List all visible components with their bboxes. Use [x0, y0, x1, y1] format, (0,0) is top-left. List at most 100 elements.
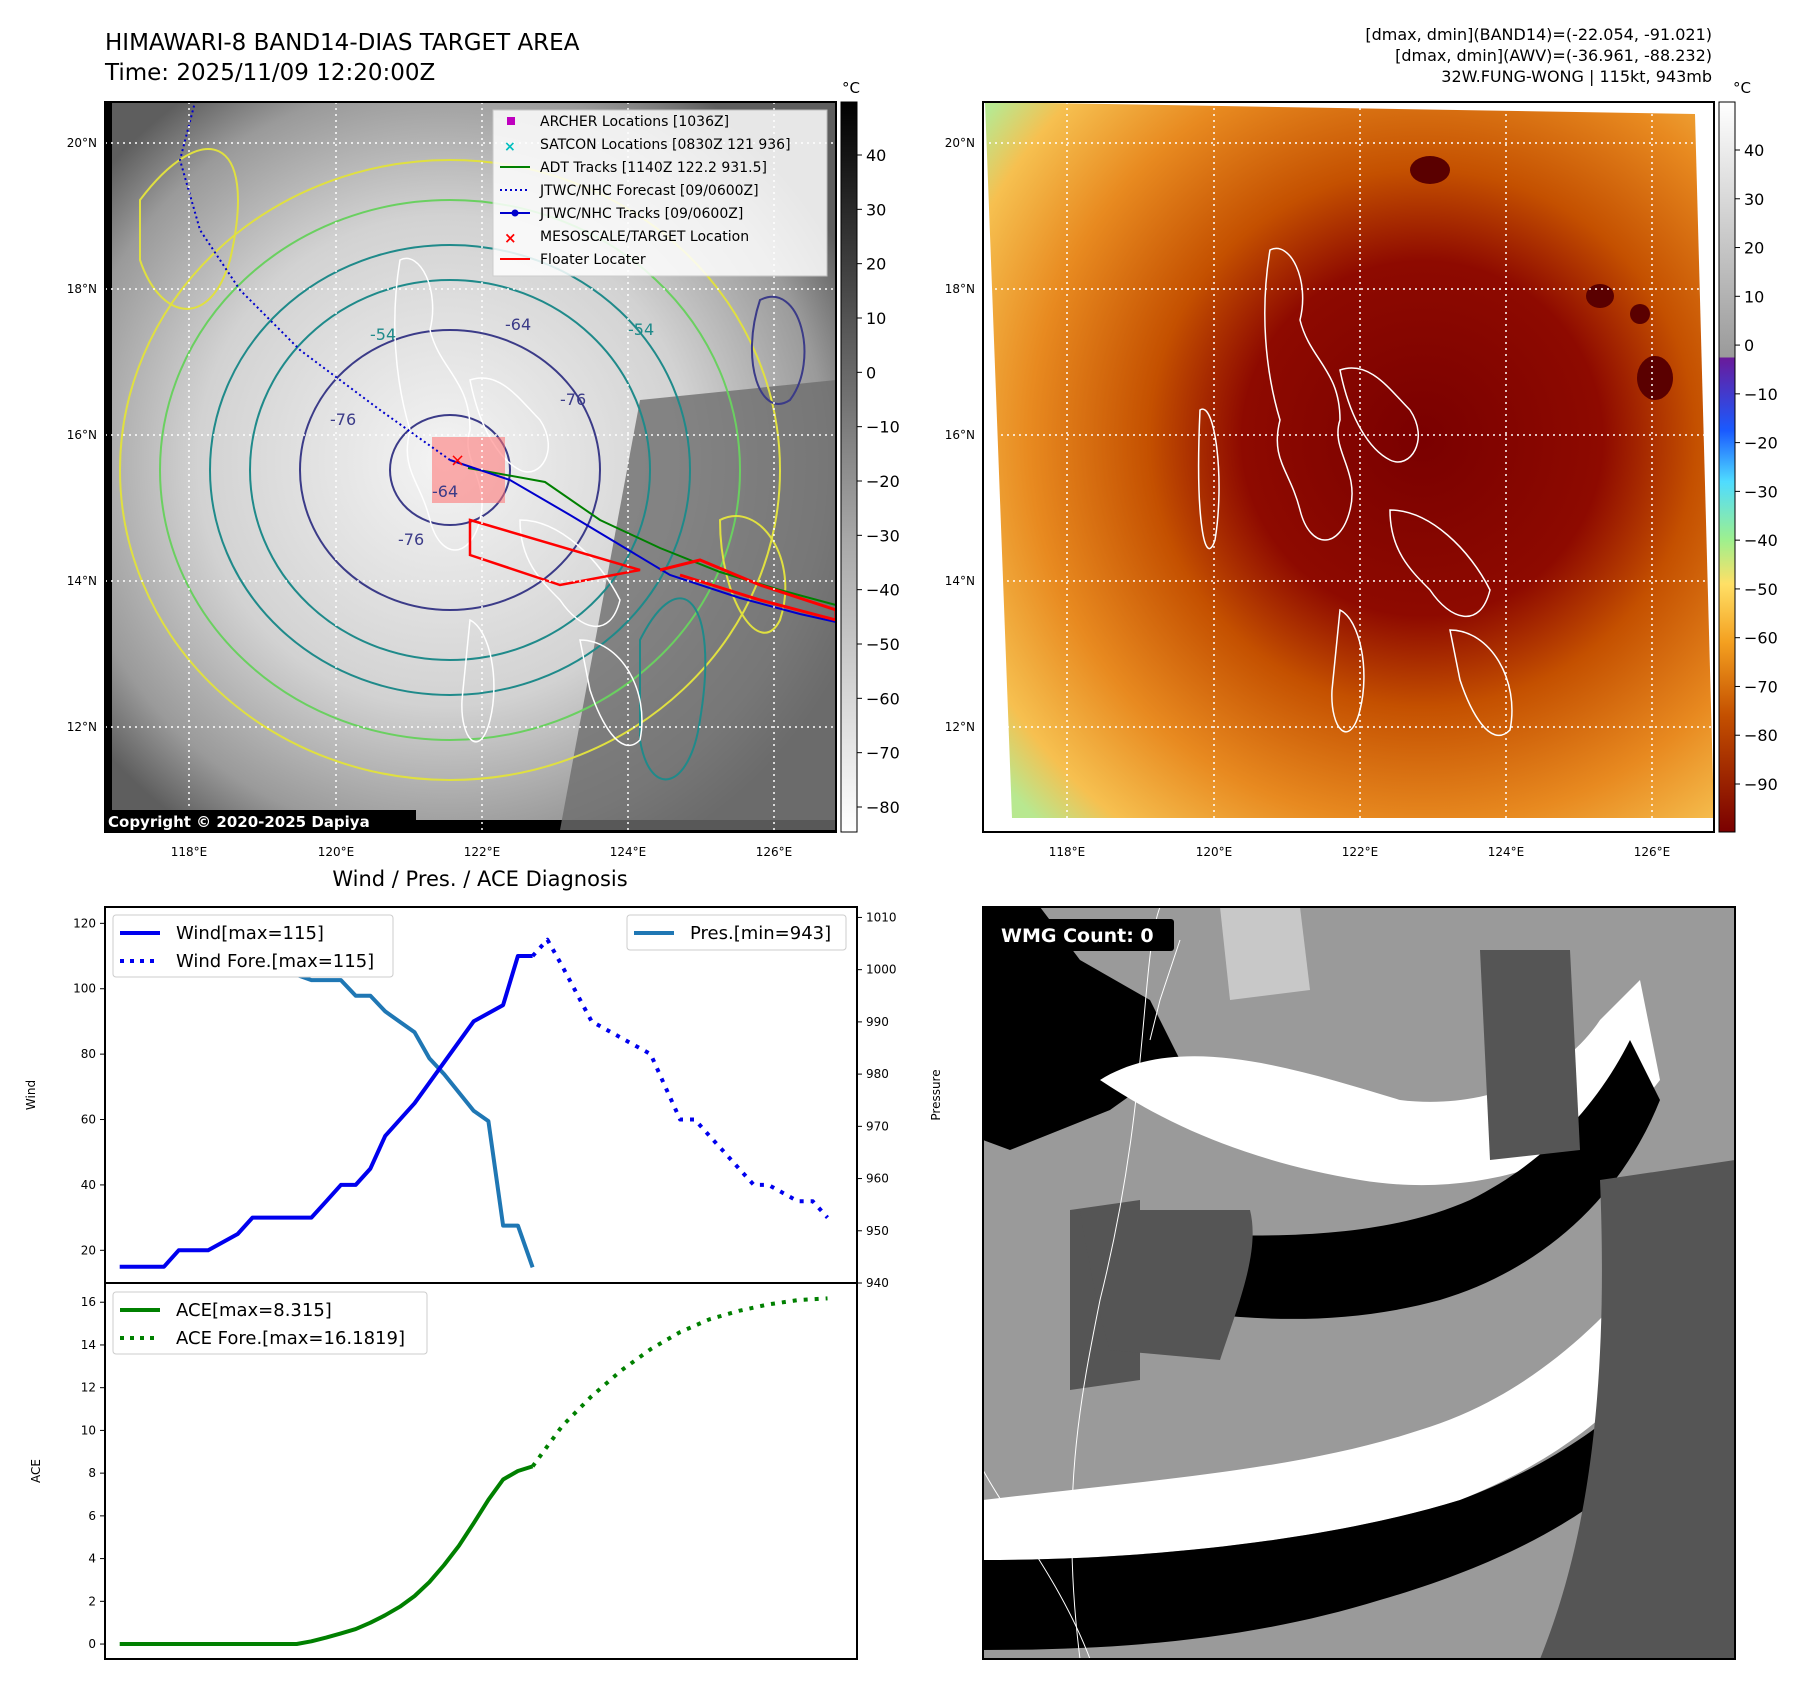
y2-tick-label: 980 — [866, 1067, 889, 1081]
lon-label: 124°E — [610, 845, 647, 859]
lat-label: 12°N — [67, 720, 97, 734]
y2-tick-label: 990 — [866, 1015, 889, 1029]
legend-jtwc-forecast: JTWC/NHC Forecast [09/0600Z] — [539, 183, 759, 199]
y-tick-label: 14 — [81, 1338, 96, 1352]
lon-label: 118°E — [1049, 845, 1086, 859]
colorbar-color: °C 40 30 20 10 0 −10 −20 −30 −40 −50 −60 −70 −80 −90 — [1718, 79, 1778, 833]
legend-wind-forecast: Wind Fore.[max=115] — [176, 951, 374, 972]
figure-title: HIMAWARI-8 BAND14-DIAS TARGET AREA — [105, 30, 580, 56]
colorbar-tick-label: −80 — [1744, 726, 1778, 745]
colorbar-tick-label: −50 — [866, 635, 900, 654]
y-tick-label: 4 — [88, 1552, 96, 1566]
pressure-axis-label: Pressure — [929, 1069, 943, 1120]
y-tick-label: 12 — [81, 1381, 96, 1395]
jtwc-forecast — [178, 102, 451, 461]
lat-label: 12°N — [945, 720, 975, 734]
map-legend: ARCHER Locations [1036Z] × SATCON Locati… — [492, 109, 828, 277]
colorbar-tick-label: 40 — [1744, 141, 1764, 160]
wmg-panel: WMG Count: 0 — [982, 906, 1736, 1660]
colorbar-tick-label: 30 — [866, 200, 886, 219]
ace-axis-label: ACE — [29, 1459, 43, 1483]
colorbar-gray: °C 40 30 20 10 0 −10 −20 −30 −40 −50 −60 −70 −80 — [840, 79, 900, 833]
contour-label: -54 — [628, 320, 654, 339]
colorbar-tick-label: −50 — [1744, 580, 1778, 599]
legend-ace-forecast: ACE Fore.[max=16.1819] — [176, 1328, 405, 1349]
colorbar-tick-label: −90 — [1744, 775, 1778, 794]
y-tick-label: 16 — [81, 1295, 96, 1309]
colorbar-tick-label: −60 — [866, 689, 900, 708]
lat-label: 16°N — [67, 428, 97, 442]
contour-label: -76 — [560, 390, 586, 409]
lon-label: 124°E — [1488, 845, 1525, 859]
colorbar-tick-label: −30 — [866, 526, 900, 545]
contour-label: -64 — [505, 315, 531, 334]
target-marker: × — [450, 450, 465, 471]
legend-marker: × — [504, 139, 516, 155]
lon-label: 126°E — [756, 845, 793, 859]
target-area-box — [432, 437, 505, 503]
lon-label: 122°E — [464, 845, 501, 859]
colorbar-tick-label: −40 — [866, 581, 900, 600]
ace-series-line — [119, 1464, 534, 1646]
colorbar-tick-label: −10 — [1744, 385, 1778, 404]
wind-panel: 20 40 60 80 100 120 940 950 960 970 980 990 1000 101… — [24, 906, 943, 1290]
lat-label: 20°N — [67, 136, 97, 150]
lon-label: 126°E — [1634, 845, 1671, 859]
y-tick-label: 100 — [73, 982, 96, 996]
ir-color-image — [985, 102, 1714, 818]
figure-time: Time: 2025/11/09 12:20:00Z — [104, 60, 435, 86]
info-band14: [dmax, dmin](BAND14)=(-22.054, -91.021) — [1365, 25, 1712, 44]
legend-jtwc-tracks: JTWC/NHC Tracks [09/0600Z] — [539, 206, 743, 222]
lat-label: 14°N — [67, 574, 97, 588]
y-tick-label: 8 — [88, 1466, 96, 1480]
colorbar-tick-label: −10 — [866, 418, 900, 437]
ir-color-map — [982, 101, 1715, 833]
legend-wind: Wind[max=115] — [176, 923, 324, 944]
colorbar-tick-label: −80 — [866, 798, 900, 817]
ace-forecast-series-line — [530, 1296, 828, 1468]
y-tick-label: 120 — [73, 916, 96, 930]
y2-tick-label: 1000 — [866, 963, 897, 977]
colorbar-tick-label: −70 — [866, 744, 900, 763]
y2-tick-label: 960 — [866, 1172, 889, 1186]
jtwc-track — [449, 459, 836, 623]
lon-label: 120°E — [1196, 845, 1233, 859]
lat-label: 20°N — [945, 136, 975, 150]
y-tick-label: 40 — [81, 1178, 96, 1192]
wind-series-line — [119, 954, 533, 1269]
wmg-label-box — [991, 919, 1174, 951]
colorbar-tick-label: −40 — [1744, 531, 1778, 550]
colorbar-tick-label: −70 — [1744, 677, 1778, 696]
wind-legend: Wind[max=115] Wind Fore.[max=115] Pres.[… — [112, 914, 847, 978]
contour-label: -76 — [398, 530, 424, 549]
y2-tick-label: 940 — [866, 1276, 889, 1290]
colorbar-unit: °C — [1733, 79, 1751, 97]
legend-ace: ACE[max=8.315] — [176, 1300, 332, 1321]
lat-label: 18°N — [67, 282, 97, 296]
colorbar-tick-label: 40 — [866, 146, 886, 165]
diagnosis-title: Wind / Pres. / ACE Diagnosis — [332, 867, 627, 891]
colorbar-tick-label: −20 — [1744, 434, 1778, 453]
y-tick-label: 80 — [81, 1047, 96, 1061]
legend-archer: ARCHER Locations [1036Z] — [540, 114, 729, 130]
copyright-text: Copyright © 2020-2025 Dapiya — [108, 813, 370, 831]
wmg-count: WMG Count: 0 — [1001, 925, 1154, 947]
legend-marker — [507, 117, 515, 125]
legend-mesoscale: MESOSCALE/TARGET Location — [540, 229, 749, 245]
colorbar-tick-label: 0 — [866, 363, 876, 382]
legend-adt: ADT Tracks [1140Z 122.2 931.5] — [540, 160, 767, 176]
y-tick-label: 2 — [88, 1594, 96, 1608]
legend-marker — [511, 209, 519, 217]
y-tick-label: 60 — [81, 1113, 96, 1127]
lat-label: 16°N — [945, 428, 975, 442]
y2-tick-label: 950 — [866, 1224, 889, 1238]
colorbar-tick-label: 30 — [1744, 190, 1764, 209]
legend-marker: × — [504, 229, 517, 247]
colorbar-tick-label: 20 — [866, 255, 886, 274]
contour-label: -76 — [330, 410, 356, 429]
y-tick-label: 20 — [81, 1243, 96, 1257]
y-tick-label: 0 — [88, 1637, 96, 1651]
lon-label: 118°E — [171, 845, 208, 859]
lat-label: 18°N — [945, 282, 975, 296]
